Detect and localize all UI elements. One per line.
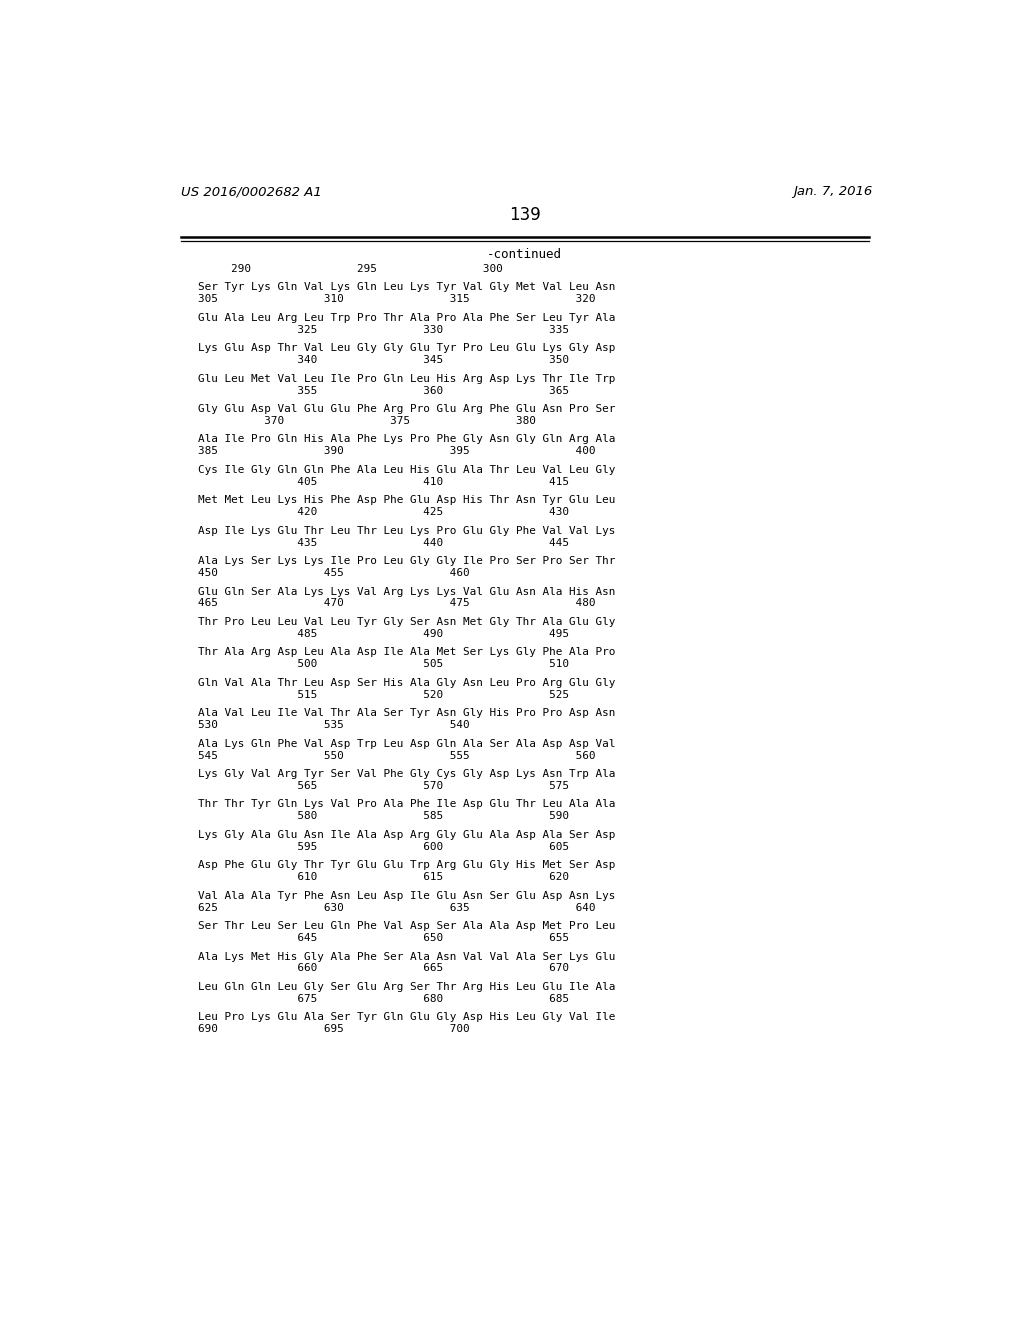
Text: 139: 139 — [509, 206, 541, 224]
Text: Ser Tyr Lys Gln Val Lys Gln Leu Lys Tyr Val Gly Met Val Leu Asn: Ser Tyr Lys Gln Val Lys Gln Leu Lys Tyr … — [198, 282, 615, 292]
Text: 565                570                575: 565 570 575 — [198, 781, 568, 791]
Text: 355                360                365: 355 360 365 — [198, 385, 568, 396]
Text: 340                345                350: 340 345 350 — [198, 355, 568, 366]
Text: 580                585                590: 580 585 590 — [198, 812, 568, 821]
Text: Glu Ala Leu Arg Leu Trp Pro Thr Ala Pro Ala Phe Ser Leu Tyr Ala: Glu Ala Leu Arg Leu Trp Pro Thr Ala Pro … — [198, 313, 615, 323]
Text: 660                665                670: 660 665 670 — [198, 964, 568, 973]
Text: 370                375                380: 370 375 380 — [198, 416, 536, 426]
Text: Thr Thr Tyr Gln Lys Val Pro Ala Phe Ile Asp Glu Thr Leu Ala Ala: Thr Thr Tyr Gln Lys Val Pro Ala Phe Ile … — [198, 800, 615, 809]
Text: 515                520                525: 515 520 525 — [198, 689, 568, 700]
Text: -continued: -continued — [487, 248, 562, 261]
Text: Lys Gly Val Arg Tyr Ser Val Phe Gly Cys Gly Asp Lys Asn Trp Ala: Lys Gly Val Arg Tyr Ser Val Phe Gly Cys … — [198, 770, 615, 779]
Text: 625                630                635                640: 625 630 635 640 — [198, 903, 595, 912]
Text: Ala Ile Pro Gln His Ala Phe Lys Pro Phe Gly Asn Gly Gln Arg Ala: Ala Ile Pro Gln His Ala Phe Lys Pro Phe … — [198, 434, 615, 445]
Text: Glu Gln Ser Ala Lys Lys Val Arg Lys Lys Val Glu Asn Ala His Asn: Glu Gln Ser Ala Lys Lys Val Arg Lys Lys … — [198, 586, 615, 597]
Text: Leu Gln Gln Leu Gly Ser Glu Arg Ser Thr Arg His Leu Glu Ile Ala: Leu Gln Gln Leu Gly Ser Glu Arg Ser Thr … — [198, 982, 615, 991]
Text: 645                650                655: 645 650 655 — [198, 933, 568, 942]
Text: Val Ala Ala Tyr Phe Asn Leu Asp Ile Glu Asn Ser Glu Asp Asn Lys: Val Ala Ala Tyr Phe Asn Leu Asp Ile Glu … — [198, 891, 615, 900]
Text: 675                680                685: 675 680 685 — [198, 994, 568, 1003]
Text: 690                695                700: 690 695 700 — [198, 1024, 469, 1035]
Text: Ala Lys Ser Lys Lys Ile Pro Leu Gly Gly Ile Pro Ser Pro Ser Thr: Ala Lys Ser Lys Lys Ile Pro Leu Gly Gly … — [198, 556, 615, 566]
Text: Ser Thr Leu Ser Leu Gln Phe Val Asp Ser Ala Ala Asp Met Pro Leu: Ser Thr Leu Ser Leu Gln Phe Val Asp Ser … — [198, 921, 615, 931]
Text: Asp Ile Lys Glu Thr Leu Thr Leu Lys Pro Glu Gly Phe Val Val Lys: Asp Ile Lys Glu Thr Leu Thr Leu Lys Pro … — [198, 525, 615, 536]
Text: Gly Glu Asp Val Glu Glu Phe Arg Pro Glu Arg Phe Glu Asn Pro Ser: Gly Glu Asp Val Glu Glu Phe Arg Pro Glu … — [198, 404, 615, 414]
Text: 545                550                555                560: 545 550 555 560 — [198, 751, 595, 760]
Text: Lys Glu Asp Thr Val Leu Gly Gly Glu Tyr Pro Leu Glu Lys Gly Asp: Lys Glu Asp Thr Val Leu Gly Gly Glu Tyr … — [198, 343, 615, 354]
Text: 450                455                460: 450 455 460 — [198, 568, 469, 578]
Text: Thr Pro Leu Leu Val Leu Tyr Gly Ser Asn Met Gly Thr Ala Glu Gly: Thr Pro Leu Leu Val Leu Tyr Gly Ser Asn … — [198, 616, 615, 627]
Text: 500                505                510: 500 505 510 — [198, 659, 568, 669]
Text: 325                330                335: 325 330 335 — [198, 325, 568, 335]
Text: 485                490                495: 485 490 495 — [198, 628, 568, 639]
Text: Ala Lys Gln Phe Val Asp Trp Leu Asp Gln Ala Ser Ala Asp Asp Val: Ala Lys Gln Phe Val Asp Trp Leu Asp Gln … — [198, 739, 615, 748]
Text: 385                390                395                400: 385 390 395 400 — [198, 446, 595, 457]
Text: 290                295                300: 290 295 300 — [198, 264, 503, 273]
Text: Thr Ala Arg Asp Leu Ala Asp Ile Ala Met Ser Lys Gly Phe Ala Pro: Thr Ala Arg Asp Leu Ala Asp Ile Ala Met … — [198, 647, 615, 657]
Text: Jan. 7, 2016: Jan. 7, 2016 — [793, 185, 872, 198]
Text: Asp Phe Glu Gly Thr Tyr Glu Glu Trp Arg Glu Gly His Met Ser Asp: Asp Phe Glu Gly Thr Tyr Glu Glu Trp Arg … — [198, 861, 615, 870]
Text: 610                615                620: 610 615 620 — [198, 873, 568, 882]
Text: Gln Val Ala Thr Leu Asp Ser His Ala Gly Asn Leu Pro Arg Glu Gly: Gln Val Ala Thr Leu Asp Ser His Ala Gly … — [198, 677, 615, 688]
Text: 420                425                430: 420 425 430 — [198, 507, 568, 517]
Text: 595                600                605: 595 600 605 — [198, 842, 568, 851]
Text: 405                410                415: 405 410 415 — [198, 477, 568, 487]
Text: Glu Leu Met Val Leu Ile Pro Gln Leu His Arg Asp Lys Thr Ile Trp: Glu Leu Met Val Leu Ile Pro Gln Leu His … — [198, 374, 615, 384]
Text: 305                310                315                320: 305 310 315 320 — [198, 294, 595, 305]
Text: 530                535                540: 530 535 540 — [198, 721, 469, 730]
Text: Leu Pro Lys Glu Ala Ser Tyr Gln Glu Gly Asp His Leu Gly Val Ile: Leu Pro Lys Glu Ala Ser Tyr Gln Glu Gly … — [198, 1012, 615, 1022]
Text: 465                470                475                480: 465 470 475 480 — [198, 598, 595, 609]
Text: Met Met Leu Lys His Phe Asp Phe Glu Asp His Thr Asn Tyr Glu Leu: Met Met Leu Lys His Phe Asp Phe Glu Asp … — [198, 495, 615, 506]
Text: Cys Ile Gly Gln Gln Phe Ala Leu His Glu Ala Thr Leu Val Leu Gly: Cys Ile Gly Gln Gln Phe Ala Leu His Glu … — [198, 465, 615, 475]
Text: 435                440                445: 435 440 445 — [198, 537, 568, 548]
Text: Lys Gly Ala Glu Asn Ile Ala Asp Arg Gly Glu Ala Asp Ala Ser Asp: Lys Gly Ala Glu Asn Ile Ala Asp Arg Gly … — [198, 830, 615, 840]
Text: US 2016/0002682 A1: US 2016/0002682 A1 — [180, 185, 322, 198]
Text: Ala Val Leu Ile Val Thr Ala Ser Tyr Asn Gly His Pro Pro Asp Asn: Ala Val Leu Ile Val Thr Ala Ser Tyr Asn … — [198, 708, 615, 718]
Text: Ala Lys Met His Gly Ala Phe Ser Ala Asn Val Val Ala Ser Lys Glu: Ala Lys Met His Gly Ala Phe Ser Ala Asn … — [198, 952, 615, 961]
